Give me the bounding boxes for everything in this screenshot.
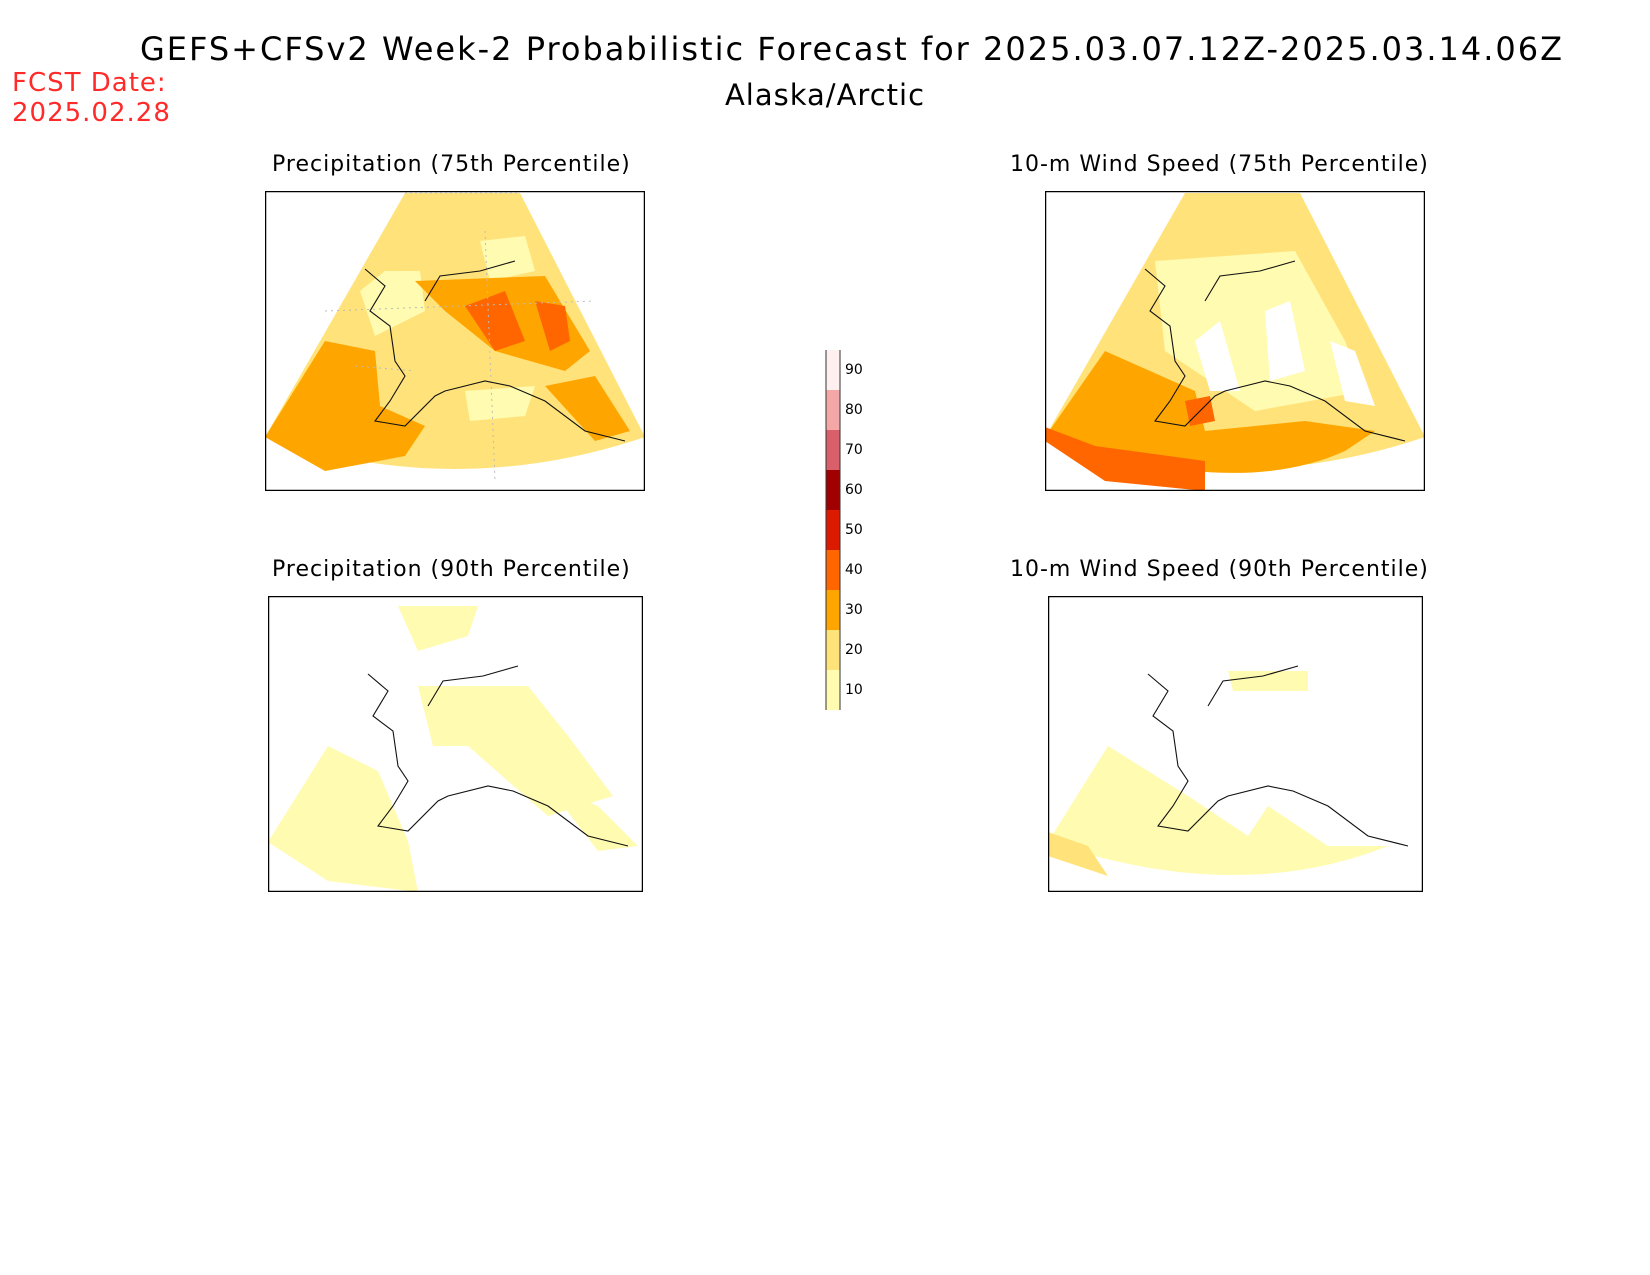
- fcst-date-block: FCST Date: 2025.02.28: [12, 68, 171, 128]
- colorbar-tick-50: 50: [845, 522, 863, 538]
- colorbar-tick-10: 10: [845, 682, 863, 698]
- panel-title-wind-90: 10-m Wind Speed (90th Percentile): [1010, 557, 1429, 582]
- map-precip-90: [268, 596, 643, 892]
- colorbar-swatch-40: [826, 550, 840, 590]
- region-label: Alaska/Arctic: [724, 78, 926, 112]
- panel-title-precip-75: Precipitation (75th Percentile): [272, 152, 631, 177]
- colorbar-tick-20: 20: [845, 642, 863, 658]
- colorbar-swatch-60: [826, 470, 840, 510]
- colorbar-tick-60: 60: [845, 482, 863, 498]
- panel-title-precip-90: Precipitation (90th Percentile): [272, 557, 631, 582]
- colorbar-swatch-10: [826, 670, 840, 710]
- colorbar-tick-40: 40: [845, 562, 863, 578]
- map-wind-90: [1048, 596, 1423, 892]
- colorbar-swatch-30: [826, 590, 840, 630]
- colorbar-swatch-20: [826, 630, 840, 670]
- colorbar-tick-80: 80: [845, 402, 863, 418]
- colorbar-tick-90: 90: [845, 362, 863, 378]
- fcst-date-label: FCST Date:: [12, 68, 167, 98]
- colorbar-tick-70: 70: [845, 442, 863, 458]
- colorbar-swatch-70: [826, 430, 840, 470]
- colorbar-swatch-90: [826, 350, 840, 390]
- region-subtitle: Alaska/Arctic: [0, 78, 1650, 112]
- colorbar-swatch-50: [826, 510, 840, 550]
- fcst-date-value: 2025.02.28: [12, 98, 171, 128]
- colorbar-tick-30: 30: [845, 602, 863, 618]
- map-precip-75: [265, 191, 645, 491]
- colorbar-swatch-80: [826, 390, 840, 430]
- panel-title-wind-75: 10-m Wind Speed (75th Percentile): [1010, 152, 1429, 177]
- forecast-title: GEFS+CFSv2 Week-2 Probabilistic Forecast…: [140, 30, 1565, 68]
- map-wind-75: [1045, 191, 1425, 491]
- colorbar-swatches: [826, 350, 840, 710]
- colorbar: 90 80 70 60 50 40 30 20 10: [825, 350, 863, 710]
